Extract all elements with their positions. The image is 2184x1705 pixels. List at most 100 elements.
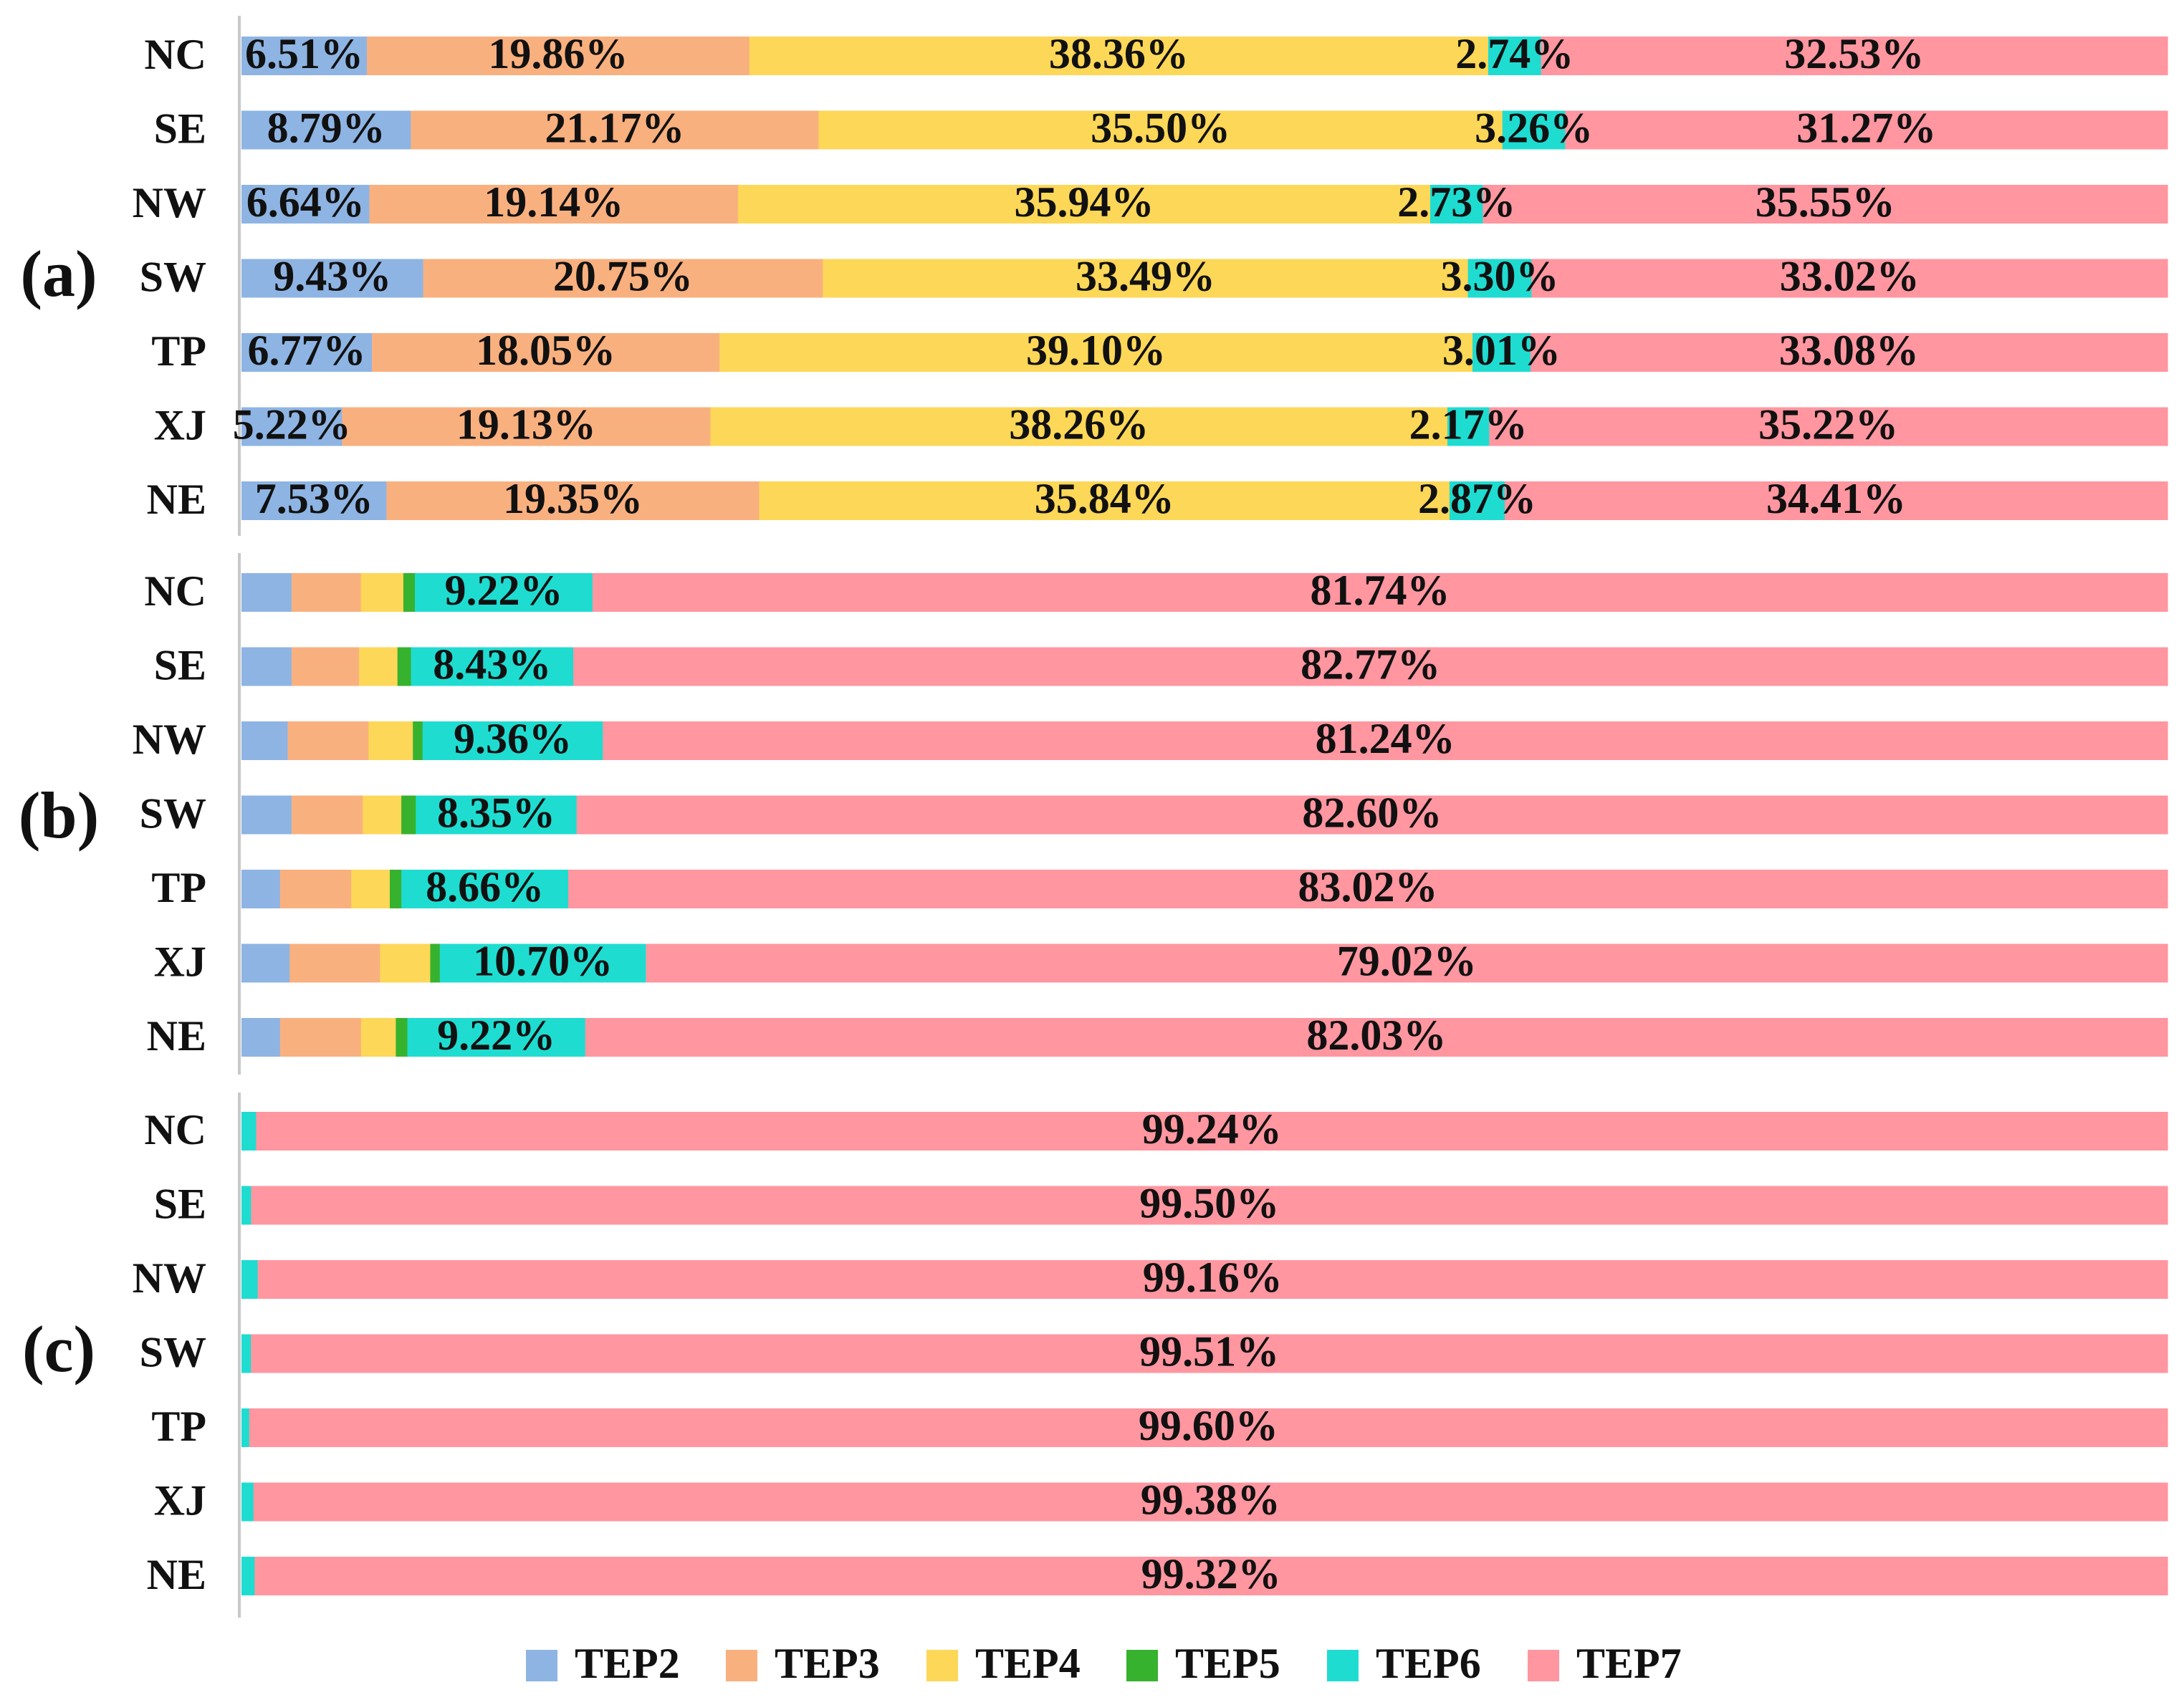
bar-segment-tep6 — [241, 1408, 250, 1447]
bar-segment-tep2 — [241, 407, 343, 446]
bar-segment-tep4 — [368, 721, 413, 760]
legend-label-tep7: TEP7 — [1576, 1640, 1682, 1687]
bar-segment-tep2 — [241, 1018, 281, 1057]
bar-segment-tep5 — [430, 943, 441, 983]
data-label: 7.53% — [255, 475, 373, 522]
data-label: 82.77% — [1301, 640, 1440, 688]
category-label-sw: SW — [140, 253, 206, 300]
bar-segment-tep6 — [411, 647, 574, 686]
category-label-nc: NC — [144, 1106, 206, 1153]
bar-segment-tep7 — [568, 870, 2168, 908]
data-label: 3.26% — [1475, 104, 1593, 151]
category-label-xj: XJ — [154, 401, 206, 448]
data-label: 83.02% — [1298, 863, 1438, 911]
data-label: 99.38% — [1141, 1476, 1280, 1523]
bar-segment-tep2 — [241, 647, 292, 686]
legend-swatch-tep5 — [1126, 1650, 1158, 1681]
bar-segment-tep4 — [360, 573, 404, 612]
bar-segment-tep6 — [415, 573, 593, 612]
bar-segment-tep3 — [291, 647, 360, 686]
data-label: 34.41% — [1766, 475, 1906, 522]
bar-segment-tep4 — [710, 407, 1448, 446]
data-label: 99.60% — [1139, 1402, 1278, 1449]
bar-segment-tep2 — [241, 795, 292, 835]
data-label: 9.22% — [437, 1012, 555, 1059]
category-label-nw: NW — [133, 1254, 206, 1302]
bar-segment-tep4 — [818, 110, 1503, 150]
bar-segment-tep6 — [407, 1018, 586, 1057]
bar-segment-tep3 — [369, 185, 739, 224]
bar-segment-tep3 — [291, 795, 363, 835]
data-label: 33.08% — [1779, 327, 1919, 374]
data-label: 19.86% — [488, 30, 628, 77]
data-label: 6.77% — [248, 327, 366, 374]
bar-segment-tep7 — [257, 1260, 2168, 1299]
bar-segment-tep2 — [241, 573, 292, 612]
bar-segment-tep7 — [576, 795, 2168, 835]
legend-label-tep6: TEP6 — [1376, 1640, 1481, 1687]
bar-segment-tep4 — [759, 481, 1450, 520]
bar-segment-tep6 — [422, 721, 603, 760]
data-label: 2.87% — [1418, 475, 1536, 522]
legend-swatch-tep3 — [726, 1650, 757, 1681]
category-label-ne: NE — [147, 1012, 206, 1060]
bar-segment-tep6 — [1449, 481, 1505, 520]
bar-segment-tep5 — [396, 1018, 408, 1057]
bar-segment-tep2 — [241, 185, 370, 224]
legend-label-tep3: TEP3 — [775, 1640, 880, 1687]
bar-segment-tep2 — [241, 870, 281, 908]
bar-segment-tep2 — [241, 110, 411, 150]
bar-segment-tep4 — [749, 37, 1489, 75]
bar-segment-tep3 — [423, 259, 823, 298]
bar-segment-tep6 — [1472, 333, 1531, 372]
data-label: 81.74% — [1311, 567, 1450, 614]
data-label: 81.24% — [1316, 715, 1455, 762]
bar-segment-tep5 — [403, 573, 416, 612]
data-label: 9.36% — [454, 715, 572, 762]
panel-label: (c) — [22, 1312, 95, 1385]
data-label: 99.51% — [1139, 1327, 1279, 1375]
bar-segment-tep7 — [1483, 185, 2168, 224]
legend-label-tep4: TEP4 — [975, 1640, 1081, 1687]
bar-segment-tep3 — [386, 481, 760, 520]
legend-swatch-tep4 — [926, 1650, 958, 1681]
data-label: 8.35% — [437, 789, 555, 836]
category-label-nw: NW — [133, 716, 206, 763]
bar-segment-tep6 — [1488, 37, 1542, 75]
data-label: 35.22% — [1758, 400, 1898, 448]
legend-label-tep2: TEP2 — [575, 1640, 680, 1687]
data-label: 82.03% — [1306, 1012, 1446, 1059]
category-label-sw: SW — [140, 1328, 206, 1375]
data-label: 5.22% — [233, 400, 351, 448]
bar-segment-tep2 — [241, 259, 424, 298]
data-label: 19.14% — [484, 178, 623, 226]
bar-segment-tep3 — [342, 407, 712, 446]
data-label: 20.75% — [553, 252, 693, 299]
bar-segment-tep5 — [397, 647, 412, 686]
data-label: 33.49% — [1076, 252, 1215, 299]
data-label: 6.51% — [245, 30, 363, 77]
category-label-xj: XJ — [154, 938, 206, 985]
data-label: 8.66% — [426, 863, 544, 911]
data-label: 39.10% — [1026, 327, 1166, 374]
bar-segment-tep3 — [367, 37, 750, 75]
bar-segment-tep7 — [1489, 407, 2168, 446]
data-label: 2.74% — [1455, 30, 1574, 77]
bar-segment-tep4 — [351, 870, 391, 908]
data-label: 35.55% — [1756, 178, 1895, 226]
bar-segment-tep7 — [256, 1112, 2168, 1151]
data-label: 2.73% — [1397, 178, 1515, 226]
bar-segment-tep3 — [372, 333, 720, 372]
data-label: 9.43% — [273, 252, 391, 299]
data-label: 38.26% — [1009, 400, 1149, 448]
bar-segment-tep6 — [241, 1112, 257, 1151]
bar-segment-tep3 — [279, 1018, 362, 1057]
data-label: 9.22% — [445, 567, 563, 614]
bar-segment-tep4 — [823, 259, 1469, 298]
data-label: 35.94% — [1015, 178, 1154, 226]
panel-label: (a) — [20, 237, 97, 310]
bar-segment-tep2 — [241, 333, 373, 372]
data-label: 33.02% — [1780, 252, 1920, 299]
category-label-tp: TP — [151, 327, 206, 375]
